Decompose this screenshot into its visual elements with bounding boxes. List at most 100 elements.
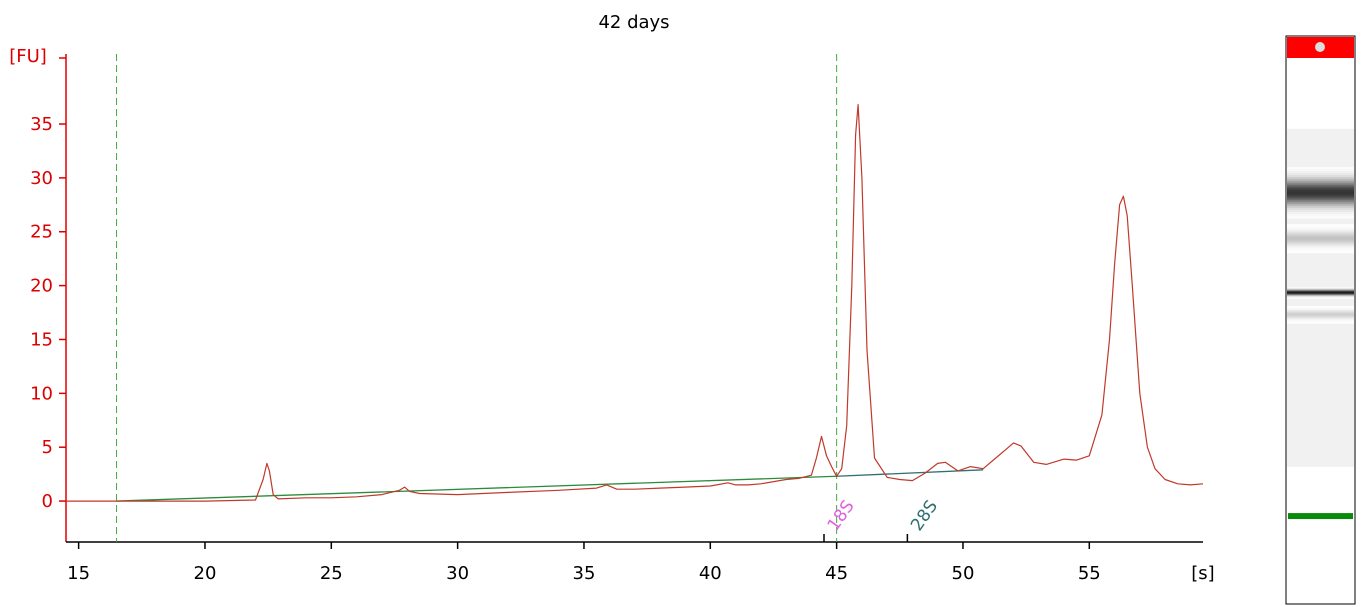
gel-band [1287, 322, 1354, 324]
x-tick-label: 35 [573, 563, 596, 584]
gel-band [1287, 243, 1354, 246]
gel-band [1287, 226, 1354, 229]
gel-band [1287, 232, 1354, 234]
y-axis-label: [FU] [9, 46, 47, 67]
gel-band [1287, 320, 1354, 322]
gel-band [1287, 179, 1354, 182]
x-tick-label: 25 [320, 563, 343, 584]
gel-band [1287, 225, 1354, 228]
gel-band [1287, 317, 1354, 319]
y-tick-label: 25 [30, 222, 53, 243]
baseline-18S [116, 475, 837, 502]
gel-band [1287, 240, 1354, 242]
x-tick-label: 15 [67, 563, 90, 584]
gel-band [1287, 201, 1354, 205]
gel-band [1287, 318, 1354, 320]
gel-band [1287, 175, 1354, 178]
gel-band [1287, 297, 1354, 299]
gel-band [1287, 214, 1354, 217]
gel-band [1287, 191, 1354, 195]
y-tick-label: 5 [42, 437, 53, 458]
gel-band [1287, 311, 1354, 313]
y-tick-label: 35 [30, 114, 53, 135]
gel-band [1287, 312, 1354, 315]
gel-band [1287, 308, 1354, 310]
marker-lines [116, 54, 838, 542]
gel-band [1287, 235, 1354, 238]
trace [66, 104, 1204, 502]
gel-band [1287, 207, 1354, 211]
gel-band [1287, 173, 1354, 176]
x-tick-label: 30 [446, 563, 469, 584]
gel-band [1287, 195, 1354, 199]
y-tick-label: 20 [30, 276, 53, 297]
gel-band [1287, 246, 1354, 249]
x-tick-label: 20 [194, 563, 217, 584]
gel-band [1287, 238, 1354, 241]
gel-band [1287, 216, 1354, 219]
gel-band [1287, 211, 1354, 215]
gel-band [1287, 320, 1354, 323]
gel-band [1287, 310, 1354, 313]
trace-line [66, 104, 1204, 502]
gel-band [1287, 242, 1354, 245]
gel-band [1287, 314, 1354, 317]
peak-label-18S: 18S [824, 497, 859, 535]
gel-band [1287, 316, 1354, 319]
gel-band [1287, 310, 1354, 312]
gel-band [1287, 189, 1354, 193]
gel-band [1287, 209, 1354, 213]
gel-band [1287, 313, 1354, 315]
gel-band [1287, 316, 1354, 318]
gel-band [1287, 319, 1354, 321]
gel-band [1287, 234, 1354, 237]
gel-band [1287, 224, 1354, 226]
gel-band [1287, 237, 1354, 240]
gel-well-icon [1315, 42, 1325, 52]
gel-band [1287, 197, 1354, 201]
gel-band [1287, 314, 1354, 316]
x-tick-label: 45 [825, 563, 848, 584]
gel-band [1287, 306, 1354, 308]
gel-band [1287, 308, 1354, 310]
gel-band [1287, 169, 1354, 172]
gel-band [1287, 228, 1354, 231]
gel-band [1287, 231, 1354, 233]
baseline-28S [836, 469, 984, 477]
y-tick-label: 15 [30, 329, 53, 350]
gel-band [1287, 193, 1354, 197]
baselines [116, 469, 984, 502]
gel-band [1287, 315, 1354, 317]
gel-band [1287, 248, 1354, 250]
gel-band [1287, 205, 1354, 209]
gel-lane [1285, 35, 1356, 605]
y-tick-label: 0 [42, 491, 53, 512]
gel-band [1287, 312, 1354, 314]
gel-band [1287, 167, 1354, 170]
gel-band [1287, 309, 1354, 311]
gel-band [1287, 181, 1354, 184]
gel-band [1287, 171, 1354, 174]
gel-band [1287, 233, 1354, 236]
peak-label-28S: 28S [907, 497, 942, 535]
x-tick-label: 55 [1078, 563, 1101, 584]
peak-labels: 18S 28S [823, 497, 942, 542]
gel-band [1287, 250, 1354, 253]
gel-band [1287, 229, 1354, 232]
gel-band [1287, 241, 1354, 243]
gel-band [1287, 245, 1354, 248]
gel-band [1287, 185, 1354, 189]
gel-band [1287, 236, 1354, 239]
y-tick-label: 10 [30, 383, 53, 404]
gel-lower-marker-band [1288, 513, 1353, 520]
gel-band [1287, 177, 1354, 180]
gel-band [1287, 203, 1354, 207]
axes: 0 5 10 15 20 25 30 35 15 20 25 30 35 40 45 50 55 [30, 54, 1203, 584]
gel-band [1287, 199, 1354, 203]
y-tick-label: 30 [30, 168, 53, 189]
gel-band [1287, 244, 1354, 247]
gel-band [1287, 187, 1354, 191]
gel-band [1287, 249, 1354, 251]
x-tick-label: 40 [699, 563, 722, 584]
gel-band [1287, 183, 1354, 186]
